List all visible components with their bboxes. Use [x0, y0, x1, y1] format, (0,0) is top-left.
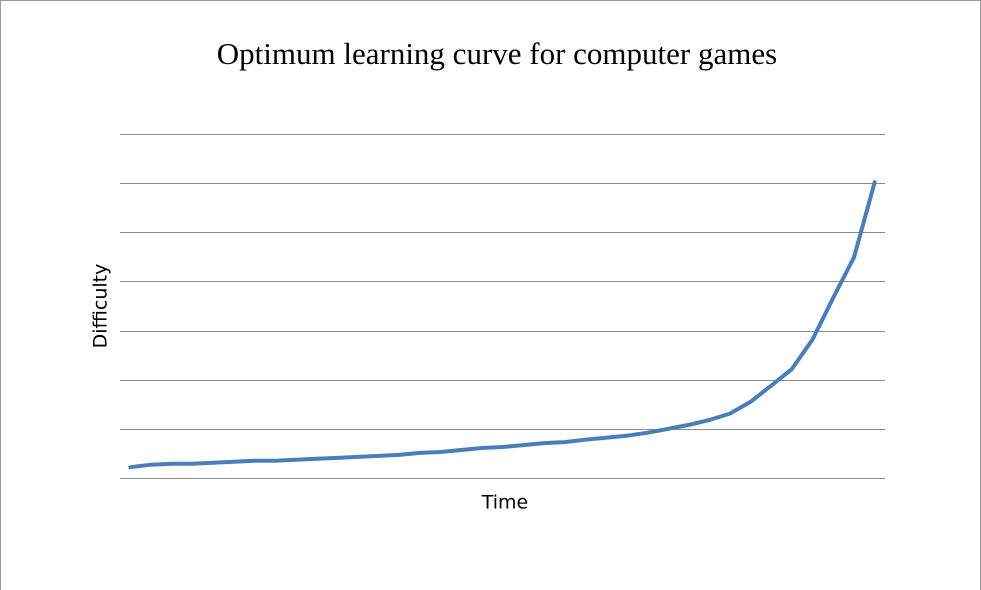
x-axis-label: Time	[481, 492, 529, 514]
y-axis-label: Difficulty	[90, 264, 112, 349]
chart-title: Optimum learning curve for computer game…	[217, 36, 777, 71]
line-series	[128, 180, 877, 470]
